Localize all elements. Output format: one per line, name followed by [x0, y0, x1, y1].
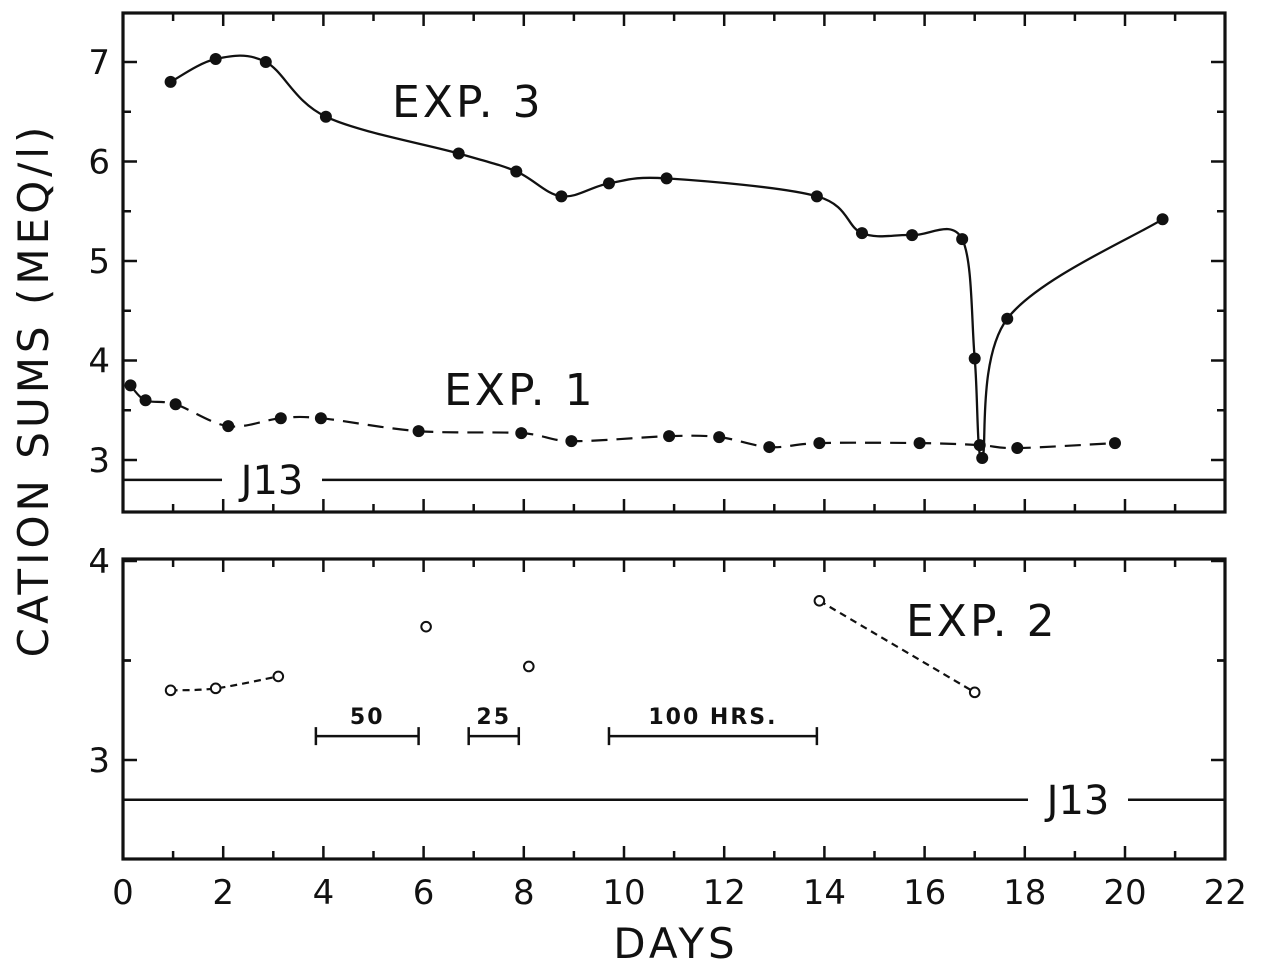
top-exp-1-1-point-16 — [1108, 437, 1121, 450]
top-exp-1-1-point-2 — [169, 398, 182, 411]
top-exp-3-0-point-9 — [810, 190, 823, 203]
top-exp-3-0-point-13 — [968, 352, 981, 365]
top-exp-3-0-point-11 — [906, 229, 919, 242]
top-exp-1-1-point-6 — [412, 425, 425, 438]
x-tick-label-4: 4 — [313, 873, 335, 913]
bottom-exp-2-2-point-0 — [813, 595, 826, 607]
x-tick-label-22: 22 — [1204, 873, 1247, 913]
series-label-exp2: EXP. 2 — [906, 596, 1058, 647]
x-tick-label-16: 16 — [903, 873, 946, 913]
top-exp-1-1-point-13 — [913, 437, 926, 450]
bottom-exp-2-0-point-0 — [164, 684, 177, 697]
top-y-tick-label-7: 7 — [88, 43, 110, 83]
x-tick-label-20: 20 — [1103, 873, 1146, 913]
top-exp-1-1-point-12 — [813, 437, 826, 450]
top-exp-3-0-point-15 — [1001, 312, 1014, 325]
top-y-tick-label-4: 4 — [88, 342, 110, 382]
top-exp-3-0-point-6 — [555, 190, 568, 203]
top-exp-1-1-point-10 — [713, 431, 726, 444]
top-exp-1-1-point-0 — [124, 379, 137, 392]
x-tick-label-18: 18 — [1003, 873, 1046, 913]
top-exp-3-0-point-0 — [164, 75, 177, 88]
top-exp-3-0-point-10 — [855, 227, 868, 240]
top-y-tick-label-3: 3 — [88, 441, 110, 481]
bottom-y-tick-label-3: 3 — [88, 741, 110, 781]
time-bar-label-1: 25 — [476, 705, 511, 730]
top-exp-3-0-point-12 — [956, 233, 969, 246]
bottom-y-tick-label-4: 4 — [88, 542, 110, 582]
bottom-exp-2-2-line — [818, 599, 976, 694]
bottom-exp-2-1-point-1 — [523, 660, 535, 673]
bottom-exp-2-0-point-1 — [209, 682, 222, 695]
time-bar-label-0: 50 — [350, 705, 385, 730]
top-exp-3-0-point-1 — [209, 53, 222, 66]
x-tick-label-8: 8 — [513, 873, 535, 913]
bottom-j13-label: J13 — [1044, 778, 1110, 824]
x-tick-label-10: 10 — [602, 873, 645, 913]
bottom-exp-2-0-line — [170, 675, 279, 692]
x-tick-label-2: 2 — [212, 873, 234, 913]
top-exp-1-1-point-7 — [515, 427, 528, 440]
x-tick-label-6: 6 — [413, 873, 435, 913]
series-label-exp1: EXP. 1 — [444, 365, 596, 416]
y-axis-label: CATION SUMS (MEQ/l) — [9, 123, 58, 658]
top-exp-1-1-point-9 — [663, 430, 676, 443]
bottom-panel: 0 2 4 6 8 10 12 14 16 18 20 22 3 4 J13 50 25 100 HRS. — [88, 542, 1246, 913]
x-tick-label-14: 14 — [803, 873, 846, 913]
top-exp-3-0-point-2 — [259, 56, 272, 68]
top-exp-1-1-point-4 — [274, 412, 287, 425]
top-exp-1-1-point-5 — [314, 412, 327, 425]
top-y-tick-label-6: 6 — [88, 143, 110, 183]
top-exp-1-1-point-11 — [763, 441, 776, 454]
top-exp-3-0-point-14 — [976, 452, 989, 465]
top-exp-1-1-point-8 — [565, 435, 578, 448]
top-exp-1-1-point-14 — [973, 439, 986, 452]
top-exp-3-0-line — [170, 54, 1164, 460]
top-exp-3-0-point-3 — [319, 110, 332, 123]
top-exp-1-1-point-15 — [1011, 442, 1024, 455]
top-exp-1-1-point-1 — [139, 394, 152, 407]
top-exp-3-0-point-4 — [452, 147, 465, 160]
x-tick-label-0: 0 — [112, 873, 134, 913]
time-bar-label-2: 100 HRS. — [648, 705, 777, 730]
top-y-tick-label-5: 5 — [88, 242, 110, 282]
time-bar-50: 50 — [314, 705, 420, 746]
top-exp-3-0-point-5 — [510, 165, 523, 178]
bottom-exp-2-1-point-0 — [420, 620, 432, 633]
top-panel: 3 4 5 6 7 J13 — [88, 11, 1227, 514]
top-j13-label: J13 — [238, 458, 304, 504]
series-label-exp3: EXP. 3 — [392, 77, 544, 128]
x-axis-label: DAYS — [613, 919, 738, 966]
top-exp-1-1-point-3 — [222, 420, 235, 433]
top-exp-3-0-point-7 — [602, 177, 615, 190]
x-tick-label-12: 12 — [703, 873, 746, 913]
bottom-exp-2-2-point-1 — [968, 686, 981, 699]
time-bar-25: 25 — [467, 705, 521, 746]
top-exp-3-0-point-8 — [660, 172, 673, 185]
time-bar-100-hrs: 100 HRS. — [607, 705, 819, 746]
top-exp-3-0-point-16 — [1156, 213, 1169, 226]
bottom-exp-2-0-point-2 — [272, 670, 285, 683]
